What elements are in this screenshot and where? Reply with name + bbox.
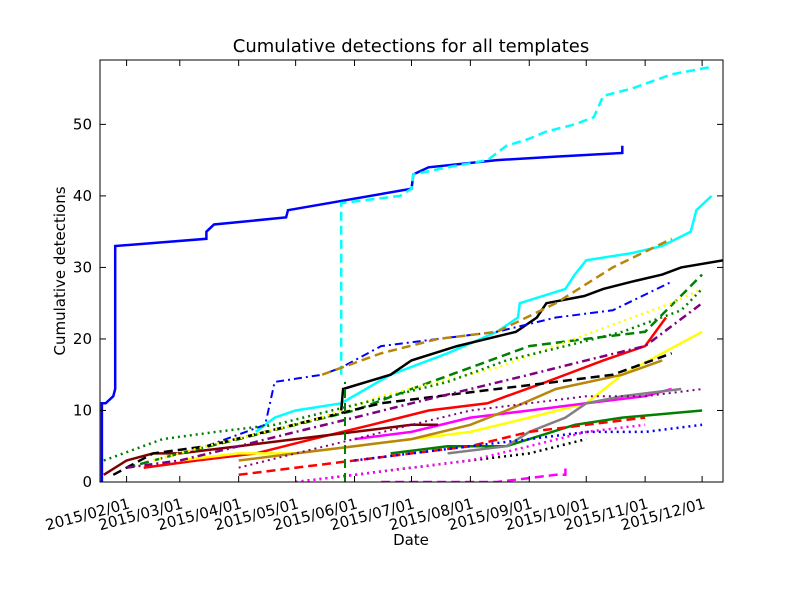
series-line-8: [390, 409, 703, 455]
y-tick-label: 40: [73, 187, 92, 205]
series-line-17: [238, 416, 646, 477]
x-axis-label: Date: [393, 531, 429, 549]
series-line-14: [321, 237, 673, 376]
y-tick-label: 10: [73, 401, 92, 419]
y-tick-label: 50: [73, 115, 92, 133]
series-line-1: [100, 145, 624, 482]
series-line-24: [295, 423, 646, 482]
series-line-15: [126, 273, 703, 469]
chart-title: Cumulative detections for all templates: [233, 36, 589, 57]
series-line-13: [206, 280, 673, 448]
series-line-11: [238, 359, 663, 462]
y-axis: 0 10 20 30 40 50: [73, 115, 723, 491]
series-line-20: [103, 288, 703, 462]
series-layer: [100, 65, 723, 482]
y-tick-label: 20: [73, 330, 92, 348]
series-line-18: [126, 302, 703, 469]
series-line-19: [152, 287, 703, 462]
y-tick-label: 0: [82, 473, 92, 491]
series-line-2: [339, 65, 710, 375]
plot-area: [99, 59, 724, 483]
series-line-23: [238, 388, 703, 469]
y-axis-label: Cumulative detections: [51, 186, 69, 355]
series-line-12: [381, 467, 567, 482]
y-tick-label: 30: [73, 258, 92, 276]
series-line-3: [255, 194, 713, 433]
